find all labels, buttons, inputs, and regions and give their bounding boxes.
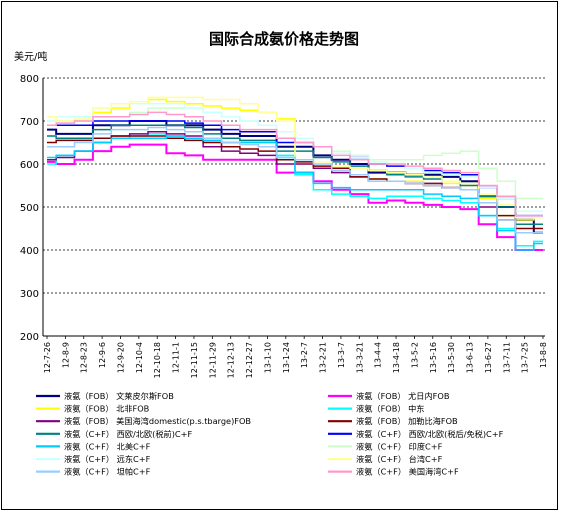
x-tick-label: 13-4-18 bbox=[392, 342, 401, 373]
legend-label: 液氨（C+F） 北美C+F bbox=[64, 441, 151, 451]
series-line bbox=[47, 103, 543, 213]
x-tick-label: 13-3-7 bbox=[337, 342, 346, 368]
x-tick-label: 13-1-10 bbox=[263, 342, 272, 373]
x-tick-label: 13-6-13 bbox=[466, 342, 475, 373]
chart-title: 国际合成氨价格走势图 bbox=[209, 30, 359, 48]
y-tick-label: 600 bbox=[20, 160, 39, 171]
x-tick-label: 12-8-23 bbox=[80, 342, 89, 373]
x-tick-label: 13-2-21 bbox=[319, 342, 328, 373]
x-tick-label: 12-11-29 bbox=[208, 342, 217, 378]
legend-label: 液氨（FOB） 尤日内FOB bbox=[356, 391, 450, 401]
y-tick-label: 300 bbox=[20, 289, 39, 300]
x-tick-labels: 12-7-26 12-8-9 12-8-23 12-9-6 12-9-20 12-10-4… bbox=[43, 336, 548, 378]
x-tick-label: 13-2-7 bbox=[300, 342, 309, 368]
x-tick-label: 13-3-21 bbox=[355, 342, 364, 373]
legend-label: 液氨（FOB） 中东 bbox=[356, 404, 425, 414]
x-tick-label: 13-5-30 bbox=[447, 342, 456, 373]
legend-label: 液氨（C+F） 坦帕C+F bbox=[64, 467, 151, 477]
series-line bbox=[47, 126, 543, 234]
x-tick-label: 12-12-13 bbox=[227, 342, 236, 378]
x-tick-label: 13-8-8 bbox=[539, 342, 548, 368]
x-tick-label: 12-11-15 bbox=[190, 342, 199, 378]
grid-layer bbox=[42, 77, 545, 337]
x-tick-label: 13-4-4 bbox=[374, 342, 383, 368]
legend-label: 液氨（C+F） 远东C+F bbox=[64, 454, 151, 464]
y-tick-label: 400 bbox=[20, 246, 39, 257]
legend-label: 液氨（FOB） 北非FOB bbox=[64, 404, 150, 414]
series-line bbox=[47, 111, 543, 217]
x-tick-label: 13-6-27 bbox=[484, 342, 493, 373]
y-tick-labels: 200 300 400 500 600 700 800 bbox=[20, 74, 39, 343]
legend-label: 液氨（FOB） 加勒比海FOB bbox=[356, 416, 458, 426]
x-tick-label: 13-1-24 bbox=[282, 342, 291, 373]
x-tick-label: 12-9-20 bbox=[116, 342, 125, 373]
legend-label: 液氨（FOB） 美国海湾domestic(p.s.tbarge)FOB bbox=[64, 416, 251, 426]
y-tick-label: 700 bbox=[20, 117, 39, 128]
x-tick-label: 13-5-16 bbox=[429, 342, 438, 373]
x-tick-label: 13-5-2 bbox=[410, 342, 419, 368]
legend-label: 液氨（C+F） 西欧/北欧(税后/免税)C+F bbox=[356, 429, 504, 439]
x-tick-label: 13-7-25 bbox=[521, 342, 530, 373]
x-tick-label: 12-10-4 bbox=[135, 342, 144, 373]
legend-label: 液氨（C+F） 美国海湾C+F bbox=[356, 467, 459, 477]
x-tick-label: 12-12-27 bbox=[245, 342, 254, 378]
y-axis-label: 美元/吨 bbox=[14, 50, 47, 63]
x-tick-label: 12-11-1 bbox=[172, 342, 181, 373]
x-tick-label: 12-10-18 bbox=[153, 342, 162, 378]
legend-label: 液氨（C+F） 印度C+F bbox=[356, 441, 443, 451]
y-tick-label: 200 bbox=[20, 332, 39, 343]
series-layer bbox=[47, 96, 543, 251]
x-tick-label: 12-7-26 bbox=[43, 342, 52, 373]
legend-label: 液氨（C+F） 西欧/北欧(税前)C+F bbox=[64, 429, 192, 439]
legend-label: 液氨（C+F） 台湾C+F bbox=[356, 454, 443, 464]
x-tick-label: 12-9-6 bbox=[98, 342, 107, 368]
x-tick-label: 13-7-11 bbox=[502, 342, 511, 373]
legend-label: 液氨（FOB） 文莱皮尔斯FOB bbox=[64, 391, 174, 401]
y-tick-label: 500 bbox=[20, 203, 39, 214]
series-line bbox=[47, 135, 543, 251]
x-tick-label: 12-8-9 bbox=[61, 342, 70, 368]
legend: 液氨（FOB） 文莱皮尔斯FOB 液氨（FOB） 尤日内FOB 液氨（FOB） 北非… bbox=[36, 391, 504, 477]
y-tick-label: 800 bbox=[20, 74, 39, 85]
